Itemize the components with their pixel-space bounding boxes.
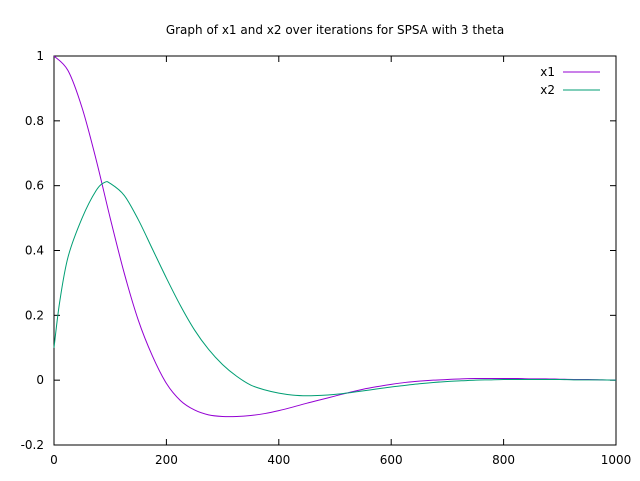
legend-label-x2: x2 [540, 83, 555, 97]
y-tick-label: 1 [36, 49, 44, 63]
x-tick-label: 1000 [601, 453, 632, 467]
chart-title: Graph of x1 and x2 over iterations for S… [166, 23, 504, 37]
y-tick-label: -0.2 [21, 438, 44, 452]
y-tick-label: 0.8 [25, 114, 44, 128]
x-tick-label: 200 [155, 453, 178, 467]
series-lines [53, 55, 617, 418]
series-line-x1 [53, 55, 617, 418]
x-tick-label: 800 [492, 453, 515, 467]
x-tick-label: 400 [267, 453, 290, 467]
series-line-x2 [53, 181, 617, 397]
y-tick-label: 0.4 [25, 244, 44, 258]
y-tick-label: 0.6 [25, 179, 44, 193]
legend-label-x1: x1 [540, 65, 555, 79]
y-tick-label: 0.2 [25, 308, 44, 322]
x-tick-label: 0 [50, 453, 58, 467]
y-tick-label: 0 [36, 373, 44, 387]
axis-ticks: 0 200 400 600 800 1000 -0.2 0 0.2 0.4 0.6 0.8 1 [21, 49, 632, 467]
x-tick-label: 600 [380, 453, 403, 467]
plot-frame [53, 55, 617, 446]
